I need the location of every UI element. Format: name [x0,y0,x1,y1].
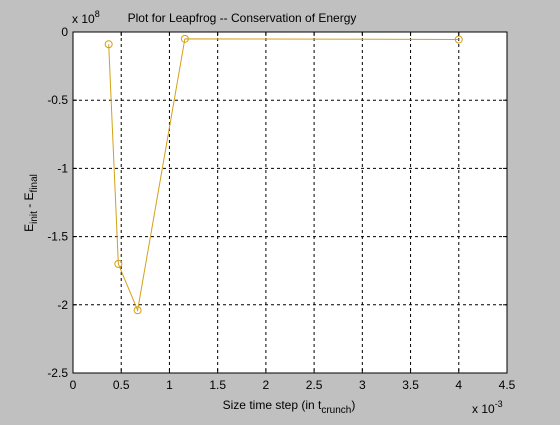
x-axis-label-close: ) [351,398,355,412]
y-axis-label-sub1: init [29,211,40,224]
x-tick-label: 2 [263,378,270,392]
grid-layer [73,32,507,373]
y-axis-label-mid: - E [22,192,36,211]
x-tick-label: 2.5 [306,378,323,392]
x-tick-label: 4.5 [499,378,516,392]
axes-frame [72,31,508,374]
x-exponent-base: x 10 [472,402,495,416]
series-layer [104,34,463,315]
data-point [180,34,189,43]
x-exponent-power: -3 [495,399,503,409]
series-line [108,38,459,313]
x-tick-label: 1.5 [209,378,226,392]
x-exponent-label: x 10-3 [472,399,503,416]
tick-layer: 0 0.5 1 1.5 2 2.5 3 3.5 4 4.5 0 -0.5 -1 -1.5 -2 -2.5 [47,25,515,392]
x-tick-label: 3.5 [402,378,419,392]
y-tick-label: -1 [57,161,68,175]
data-point [114,259,123,268]
y-tick-label: -2 [57,298,68,312]
y-axis-label-part1: E [22,224,36,232]
x-tick-label: 3 [359,378,366,392]
x-axis-label-sub: crunch [321,405,351,416]
axes-background [73,32,507,373]
x-axis-label: Size time step (in tcrunch) [223,398,356,416]
x-tick-label: 1 [166,378,173,392]
y-exponent-label: x 108 [72,9,100,26]
x-axis-label-main: Size time step (in t [223,398,322,412]
y-tick-label: -1.5 [47,230,68,244]
y-tick-label: -0.5 [47,93,68,107]
y-exponent-power: 8 [95,9,100,19]
y-tick-label: -2.5 [47,366,68,380]
x-tick-label: 4 [455,378,462,392]
y-axis-label: Einit - Efinal [22,174,40,232]
y-axis-label-sub2: final [29,174,40,192]
y-tick-label: 0 [61,25,68,39]
data-point [133,306,142,315]
chart-title: Plot for Leapfrog -- Conservation of Ene… [128,11,357,25]
data-point [454,35,463,44]
x-tick-label: 0.5 [113,378,130,392]
data-point [104,40,113,49]
y-exponent-base: x 10 [72,12,95,26]
x-tick-label: 0 [70,378,77,392]
